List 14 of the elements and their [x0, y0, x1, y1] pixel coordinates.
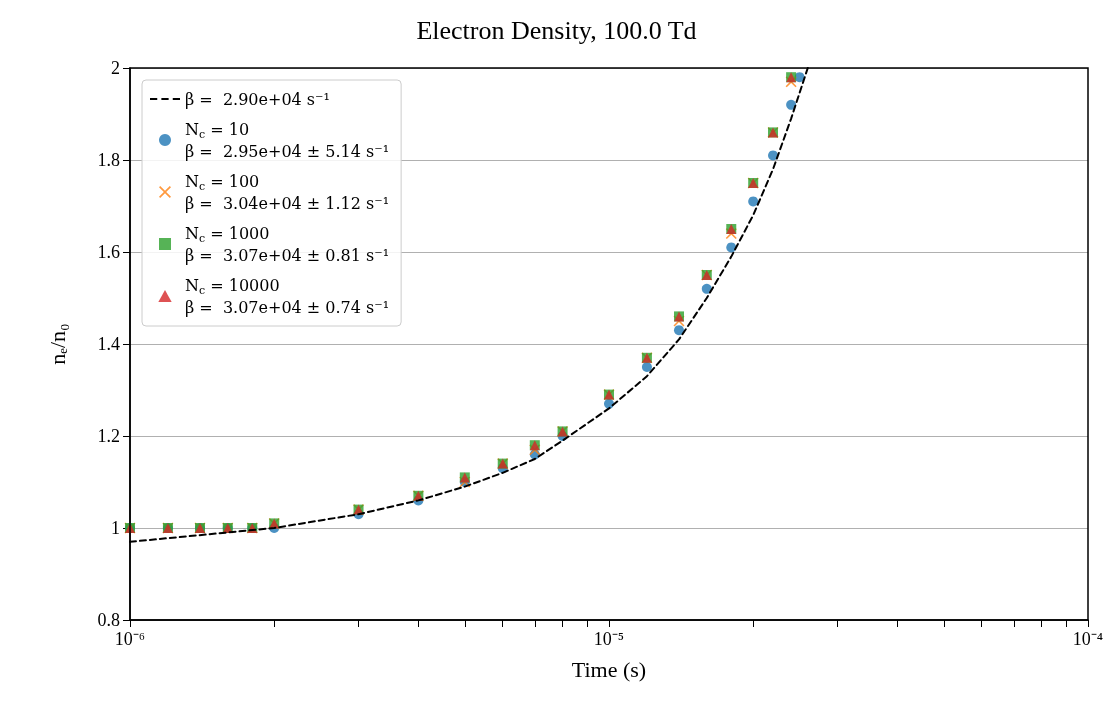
y-tick-label: 1.6 — [97, 242, 120, 262]
y-tick-label: 1.2 — [97, 426, 120, 446]
chart-title: Electron Density, 100.0 Td — [416, 15, 697, 45]
x-tick-label: 10⁻⁵ — [593, 629, 625, 649]
y-tick-label: 2 — [111, 58, 120, 78]
x-tick-label: 10⁻⁴ — [1072, 629, 1104, 649]
y-tick-label: 1.4 — [97, 334, 120, 354]
y-tick-label: 1.8 — [97, 150, 120, 170]
x-tick-label: 10⁻⁶ — [114, 629, 146, 649]
x-axis-title: Time (s) — [571, 656, 647, 682]
legend-label: β = 2.90e+04 s⁻¹ — [185, 89, 330, 109]
y-axis-title: nₑ/n₀ — [44, 323, 70, 365]
y-tick-label: 1 — [111, 518, 120, 538]
y-tick-label: 0.8 — [97, 610, 120, 630]
